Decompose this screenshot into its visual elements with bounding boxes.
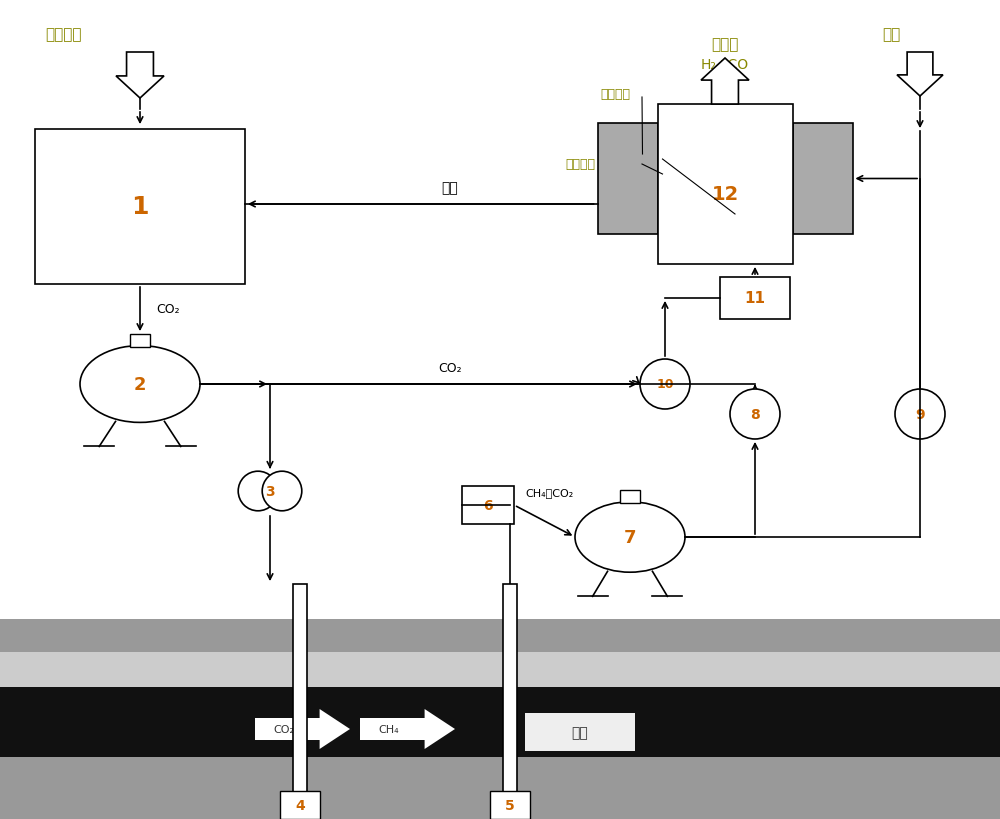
Bar	[658, 105, 792, 265]
Text: 10: 10	[656, 378, 674, 391]
Text: 煤层: 煤层	[572, 725, 588, 739]
Text: 空气: 空气	[882, 28, 900, 43]
Bar	[503, 584, 517, 794]
Text: 7: 7	[624, 528, 636, 546]
Text: 电厂烟气: 电厂烟气	[45, 28, 82, 43]
Text: CO₂: CO₂	[156, 303, 180, 316]
Polygon shape	[116, 53, 164, 99]
Bar	[0, 652, 1000, 687]
Circle shape	[895, 390, 945, 440]
Bar	[490, 791, 530, 819]
Bar	[525, 713, 635, 751]
Text: CO₂: CO₂	[274, 724, 295, 734]
Bar	[598, 124, 658, 234]
Text: CO₂: CO₂	[438, 361, 462, 374]
Text: 4: 4	[295, 798, 305, 812]
Text: 5: 5	[505, 798, 515, 812]
Bar	[0, 619, 1000, 819]
Text: CH₄、CO₂: CH₄、CO₂	[526, 487, 574, 497]
Bar	[620, 490, 640, 503]
Bar	[293, 584, 307, 794]
Text: 2: 2	[134, 376, 146, 393]
Bar	[280, 791, 320, 819]
Ellipse shape	[238, 472, 278, 511]
Text: 1: 1	[131, 195, 149, 219]
Text: 尾气: 尾气	[442, 181, 458, 195]
Polygon shape	[255, 709, 350, 749]
Bar	[792, 124, 852, 234]
Text: CH₄: CH₄	[379, 724, 399, 734]
Bar	[0, 687, 1000, 757]
Bar	[35, 130, 245, 285]
Bar	[720, 278, 790, 319]
Text: 12: 12	[711, 185, 739, 204]
Circle shape	[640, 360, 690, 410]
Text: H₂+CO: H₂+CO	[701, 58, 749, 72]
Bar	[130, 334, 150, 347]
Text: 6: 6	[483, 499, 493, 513]
Polygon shape	[897, 53, 943, 97]
Text: 9: 9	[915, 408, 925, 422]
Text: 8: 8	[750, 408, 760, 422]
Circle shape	[730, 390, 780, 440]
Text: 反应通道: 反应通道	[565, 158, 595, 171]
Ellipse shape	[575, 502, 685, 572]
Ellipse shape	[262, 472, 302, 511]
Text: 3: 3	[265, 484, 275, 499]
Polygon shape	[701, 59, 749, 105]
Text: 11: 11	[744, 291, 766, 306]
Polygon shape	[360, 709, 455, 749]
Text: 合成气: 合成气	[711, 38, 739, 52]
Text: 加热通道: 加热通道	[600, 88, 630, 102]
Bar	[462, 486, 514, 524]
Ellipse shape	[80, 346, 200, 423]
